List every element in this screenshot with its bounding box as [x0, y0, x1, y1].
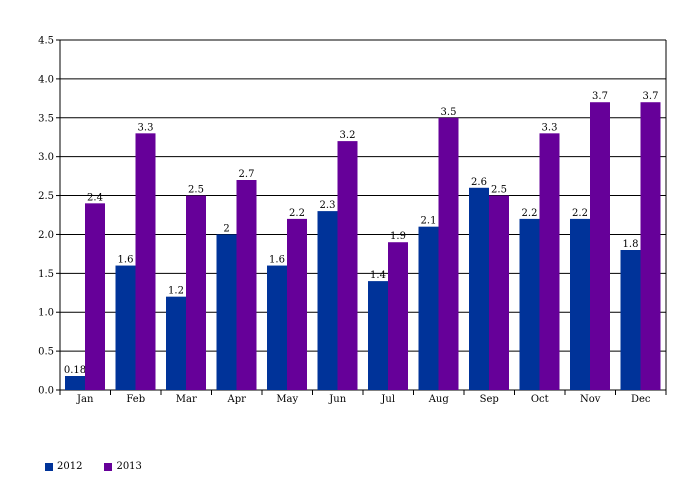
legend-item-2013: 2013 [104, 461, 142, 472]
data-label-2012: 2.1 [421, 216, 437, 227]
data-label-2013: 3.2 [340, 130, 356, 141]
data-label-2013: 2.4 [87, 192, 103, 203]
bar-2012 [469, 187, 489, 390]
x-tick-label: Sep [480, 394, 499, 405]
x-tick-label: May [276, 394, 298, 405]
data-label-2012: 2.3 [320, 200, 336, 211]
bar-2013 [590, 102, 610, 390]
legend-item-2012: 2012 [45, 461, 82, 472]
bar-2012 [418, 226, 439, 390]
x-tick-label: Dec [631, 394, 651, 405]
y-tick-label: 4.5 [38, 36, 54, 47]
legend-swatch-2012 [45, 462, 53, 471]
bar-2012 [570, 218, 590, 390]
bar-2012 [368, 281, 388, 390]
y-tick-label: 1.5 [38, 269, 54, 280]
data-label-2012: 2.2 [522, 208, 538, 219]
bar-2013 [489, 195, 509, 390]
y-tick-label: 1.0 [38, 308, 54, 319]
bar-2012 [317, 211, 338, 390]
bar-2012 [519, 218, 540, 390]
bar-2013 [640, 102, 661, 390]
y-tick-label: 0.5 [38, 347, 54, 358]
x-tick-label: Apr [227, 394, 247, 405]
x-tick-label: Feb [126, 394, 145, 405]
data-label-2013: 3.5 [441, 107, 457, 118]
data-label-2012: 2.6 [471, 177, 487, 188]
data-label-2013: 2.7 [239, 169, 255, 180]
legend-swatch-2013 [104, 462, 113, 471]
data-label-2013: 3.7 [643, 91, 659, 102]
x-tick-label: Jun [328, 394, 346, 405]
y-tick-label: 0.0 [38, 386, 54, 397]
x-tick-label: Mar [176, 394, 197, 405]
data-label-2013: 3.3 [542, 122, 558, 133]
data-label-2013: 3.3 [138, 122, 154, 133]
x-tick-label: Jul [380, 394, 395, 405]
data-label-2012: 0.18 [64, 365, 86, 376]
data-label-2012: 2.2 [572, 208, 588, 219]
x-tick-label: Aug [428, 394, 450, 405]
legend-label-2013: 2013 [116, 461, 142, 472]
data-label-2013: 1.9 [390, 231, 406, 242]
bar-2012 [620, 250, 641, 390]
data-label-2012: 1.2 [168, 286, 184, 297]
y-tick-label: 2.5 [38, 191, 54, 202]
data-label-2012: 1.4 [370, 270, 386, 281]
x-tick-label: Oct [531, 394, 549, 405]
data-label-2013: 2.5 [491, 185, 507, 196]
bar-2012 [166, 296, 186, 390]
data-label-2013: 3.7 [592, 91, 608, 102]
bar-2012 [65, 376, 85, 390]
bar-2013 [85, 203, 105, 390]
bar-2013 [135, 133, 156, 391]
data-label-2012: 1.8 [623, 239, 639, 250]
data-label-2012: 1.6 [118, 255, 134, 266]
bar-2013 [287, 218, 307, 390]
bar-2013 [388, 242, 408, 390]
x-tick-label: Jan [76, 394, 94, 405]
bar-2012 [216, 234, 237, 390]
y-tick-label: 3.5 [38, 113, 54, 124]
data-label-2013: 2.2 [289, 208, 305, 219]
legend-label-2012: 2012 [57, 461, 83, 472]
bar-2012 [267, 265, 287, 390]
x-tick-label: Nov [580, 394, 601, 405]
bar-2013 [236, 180, 257, 390]
data-label-2012: 1.6 [269, 255, 285, 266]
y-tick-label: 4.0 [38, 74, 54, 85]
bar-2012 [115, 265, 136, 390]
bar-2013 [539, 133, 560, 391]
data-label-2012: 2 [223, 223, 229, 234]
data-label-2013: 2.5 [188, 185, 204, 196]
y-tick-label: 3.0 [38, 152, 54, 163]
legend: 2012 2013 [45, 461, 142, 472]
y-tick-label: 2.0 [38, 230, 54, 241]
bar-2013 [438, 117, 459, 391]
bar-2013 [337, 141, 358, 390]
bar-2013 [186, 195, 206, 390]
